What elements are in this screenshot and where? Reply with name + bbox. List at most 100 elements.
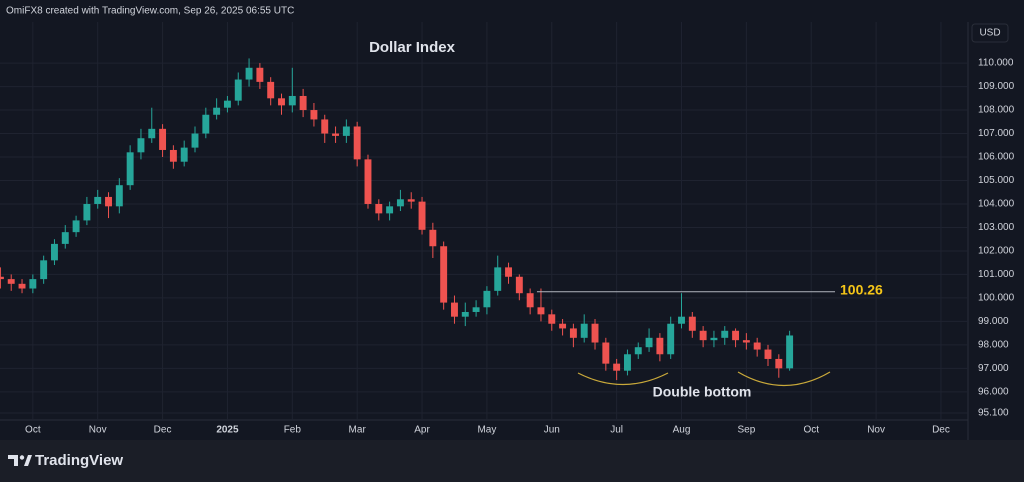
plot — [0, 58, 835, 381]
y-tick-label: 105.000 — [978, 175, 1015, 186]
candle-body — [29, 279, 37, 289]
logo-mark — [8, 455, 18, 466]
x-tick-label: Dec — [932, 425, 950, 436]
candle-body — [753, 342, 761, 350]
y-tick-label: 98.000 — [978, 340, 1009, 351]
candle-body — [159, 128, 167, 150]
y-tick-label: 106.000 — [978, 152, 1015, 163]
candle-body — [721, 330, 729, 338]
candle-body — [18, 283, 26, 289]
x-tick-label: Sep — [737, 425, 755, 436]
candle-body — [580, 323, 588, 338]
candle-body — [267, 81, 275, 99]
currency: USD — [979, 28, 1000, 39]
candle-body — [375, 203, 383, 214]
candle-body — [40, 260, 48, 280]
x-tick-label: Nov — [867, 425, 885, 436]
candle-body — [559, 323, 567, 329]
candle-body — [688, 316, 696, 331]
candle-body — [191, 133, 199, 148]
candle-body — [699, 330, 707, 341]
logo-mark — [24, 455, 32, 466]
candle-body — [180, 147, 188, 162]
candle-body — [515, 276, 523, 294]
candle-body — [115, 185, 123, 207]
chart-title: Dollar Index — [369, 39, 456, 56]
x-tick-label: Feb — [284, 425, 302, 436]
pattern-arc — [577, 372, 669, 386]
x-tick-label: Aug — [673, 425, 691, 436]
x-tick-label: May — [477, 425, 496, 436]
candle-body — [94, 196, 102, 204]
y-tick-label: 110.000 — [978, 58, 1014, 69]
candle-body — [386, 206, 394, 214]
logo-mark — [19, 455, 25, 460]
candle-body — [764, 349, 772, 359]
y-tick-label: 97.000 — [978, 363, 1009, 374]
candle-body — [396, 199, 404, 207]
currency-box — [971, 23, 1009, 43]
candle-body — [213, 107, 221, 115]
candle-body — [623, 354, 631, 371]
brand-logo: TradingView — [8, 452, 123, 469]
y-tick-label: 103.000 — [978, 222, 1015, 233]
x-tick-label: Jun — [544, 425, 560, 436]
candle-body — [440, 246, 448, 303]
y-tick-label: 99.000 — [978, 316, 1009, 327]
candle-body — [602, 342, 610, 364]
x-tick-label: Apr — [414, 425, 430, 436]
candle-body — [537, 307, 545, 315]
candle-body — [51, 243, 58, 261]
candle-body — [342, 126, 350, 136]
candle-body — [494, 267, 502, 291]
candle-body — [288, 95, 296, 106]
candle-body — [364, 159, 372, 204]
candle-body — [418, 201, 426, 230]
candle-body — [591, 323, 599, 343]
candle-body — [472, 307, 480, 312]
candle-body — [245, 67, 253, 80]
candle-body — [310, 110, 318, 120]
candle-body — [645, 337, 653, 348]
candle-body — [526, 293, 534, 308]
x-tick-label: Oct — [803, 425, 819, 436]
candle-body — [407, 199, 415, 202]
pattern-label: Double bottom — [653, 384, 752, 400]
header-text: OmiFX8 created with TradingView.com, Sep… — [6, 6, 294, 17]
candle-body — [451, 302, 458, 317]
candle-body — [137, 138, 145, 153]
candle-body — [613, 363, 621, 371]
x-tick-label: Oct — [25, 425, 41, 436]
candle-body — [775, 358, 783, 369]
candle-body — [732, 330, 740, 341]
level-label: 100.26 — [840, 281, 883, 297]
candle-body — [278, 98, 285, 106]
candle-body — [7, 279, 15, 284]
candle-body — [148, 128, 156, 139]
candle-body — [505, 267, 512, 277]
candle-body — [678, 316, 685, 324]
candle-body — [710, 337, 718, 341]
candle-body — [656, 337, 664, 355]
candle-body — [72, 220, 80, 233]
candle-body — [126, 152, 134, 186]
y-tick-label: 109.000 — [978, 81, 1015, 92]
footer-band — [0, 440, 1024, 482]
candle-body — [548, 314, 556, 324]
pattern-arc — [737, 371, 831, 386]
candle-body — [786, 335, 794, 369]
candle-body — [202, 114, 210, 134]
candle-body — [256, 67, 264, 82]
y-tick-label: 102.000 — [978, 246, 1015, 257]
y-tick-label: 107.000 — [978, 128, 1015, 139]
candle-body — [321, 119, 329, 134]
y-tick-label: 95.100 — [978, 408, 1009, 419]
candle-body — [353, 126, 361, 160]
candle-body — [234, 79, 242, 101]
x-tick-label: Jul — [610, 425, 623, 436]
candle-body — [169, 149, 177, 162]
brand-name: TradingView — [35, 452, 123, 469]
candle-body — [667, 323, 675, 355]
